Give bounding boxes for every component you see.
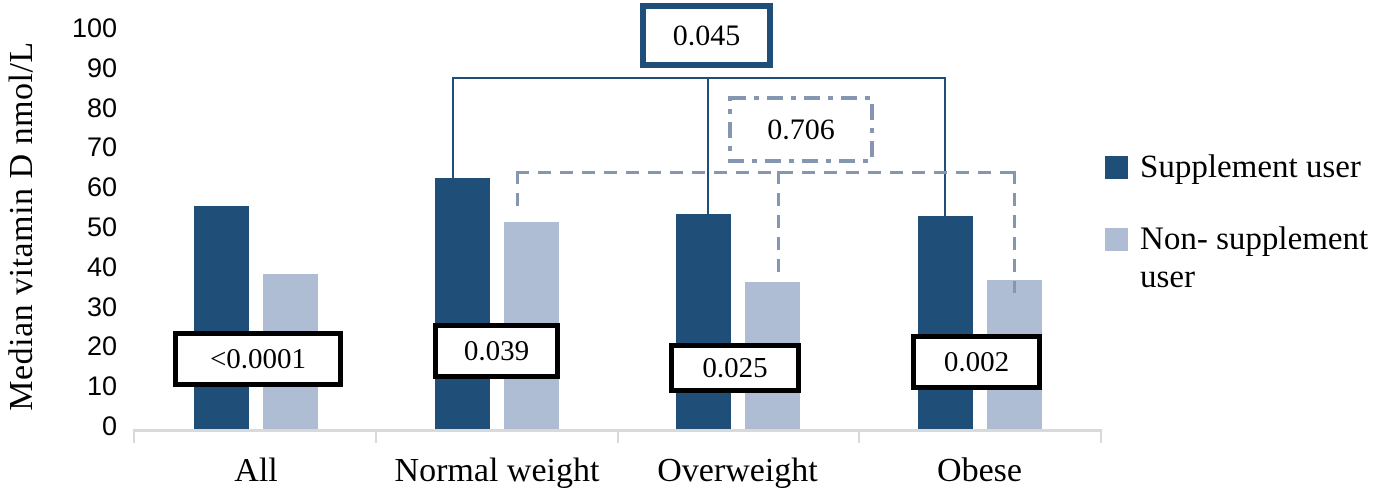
p-value-box-normal-weight: 0.039	[433, 323, 560, 379]
p-value-text: 0.039	[463, 334, 530, 367]
y-axis-tick-label: 100	[71, 13, 117, 43]
dash-dot-border	[728, 96, 874, 163]
solid-bracket-right-drop-line	[944, 77, 946, 216]
bar-supplement-overweight	[675, 214, 731, 429]
y-axis-tick-label: 0	[101, 411, 117, 441]
bar-supplement-normal-weight	[435, 178, 490, 429]
x-axis-category-label: Overweight	[657, 452, 818, 489]
y-axis-tick-label: 30	[86, 291, 117, 322]
p-value-box-overweight: 0.025	[669, 343, 801, 393]
p-value-text: 0.025	[702, 351, 768, 384]
y-axis-tick-label: 20	[86, 331, 117, 362]
p-value-box-obese: 0.002	[911, 334, 1042, 390]
p-value-text: 0.045	[672, 18, 741, 52]
y-axis-tick-label: 90	[86, 52, 117, 83]
p-value-text: 0.706	[767, 112, 835, 146]
solid-bracket-middle-drop-line	[707, 77, 709, 216]
legend-swatch-non-supplement	[1105, 228, 1128, 251]
x-axis-tick-mark	[616, 429, 619, 443]
x-axis-tick-mark	[858, 429, 861, 443]
x-axis-tick-mark	[133, 429, 135, 443]
dashed-bracket-middle-drop-line	[777, 171, 780, 275]
y-axis-tick-label: 10	[86, 371, 117, 402]
bar-supplement-obese	[917, 216, 973, 429]
y-axis-tick-label: 40	[86, 251, 117, 282]
p-value-text: 0.002	[943, 345, 1010, 378]
y-axis-tick-label: 60	[86, 172, 117, 203]
x-axis-category-label: Obese	[937, 452, 1022, 489]
y-axis-tick-label: 50	[86, 212, 117, 242]
y-axis-tick-label: 70	[86, 132, 117, 163]
legend-swatch-supplement	[1105, 156, 1128, 179]
p-value-box-all: <0.0001	[173, 331, 343, 387]
p-value-box-nonsupplement-across-groups: 0.706	[728, 96, 874, 163]
dashed-bracket-horizontal-line	[516, 171, 1016, 174]
dashed-bracket-right-drop-line	[1013, 171, 1016, 293]
legend-label-supplement: Supplement user	[1140, 149, 1361, 185]
p-value-box-supplement-across-groups: 0.045	[640, 3, 773, 68]
x-axis-category-label: All	[234, 452, 278, 489]
solid-bracket-horizontal-line	[452, 77, 946, 79]
x-axis-category-label: Normal weight	[394, 452, 600, 489]
x-axis-tick-mark	[374, 429, 377, 443]
x-axis-tick-mark	[1100, 429, 1102, 443]
p-value-text: <0.0001	[209, 342, 307, 375]
dashed-bracket-left-drop-line	[516, 171, 519, 211]
bar-supplement-all	[194, 206, 249, 429]
solid-bracket-left-drop-line	[452, 77, 454, 180]
legend-label-non-supplement: Non- supplement user	[1140, 221, 1369, 295]
y-axis-tick-label: 80	[86, 92, 117, 123]
